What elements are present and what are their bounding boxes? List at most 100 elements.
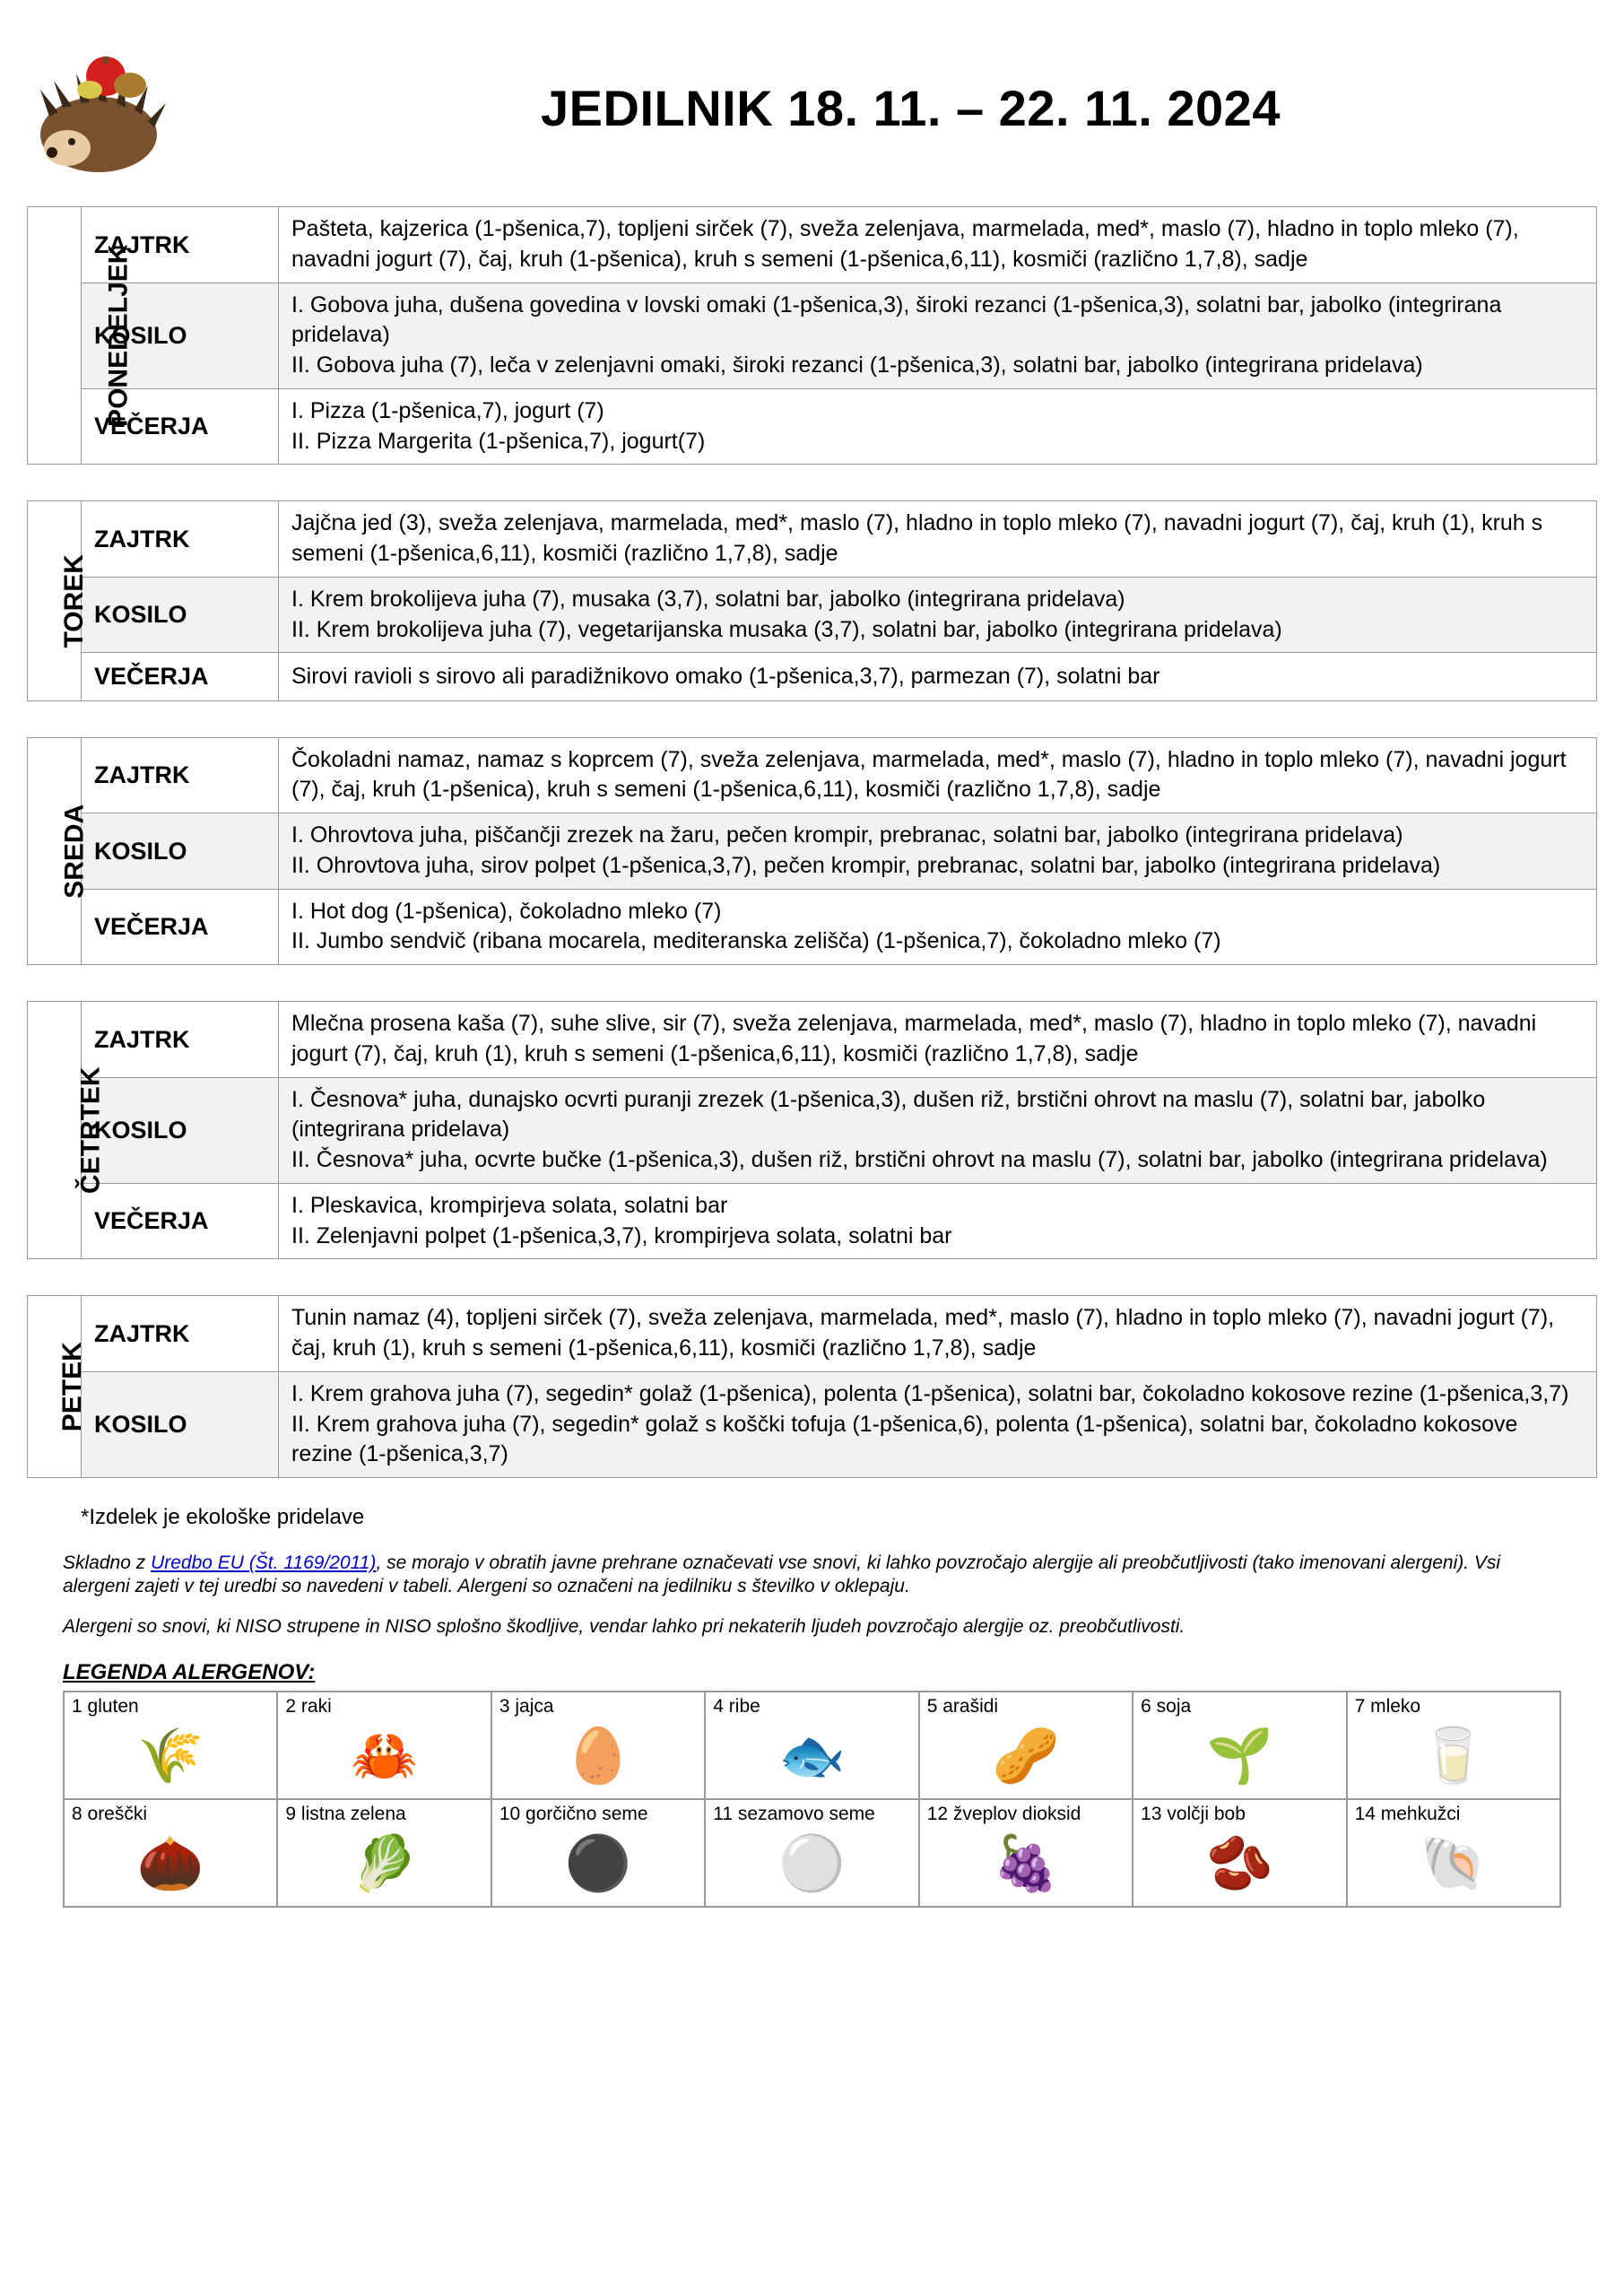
allergen-cell: 2 raki 🦀 (277, 1692, 491, 1799)
allergen-label: 3 jajca (499, 1696, 697, 1718)
page: JEDILNIK 18. 11. – 22. 11. 2024 PONEDELJ… (27, 36, 1597, 1908)
day-table: ČETRTEKZAJTRKMlečna prosena kaša (7), su… (27, 1001, 1597, 1259)
meal-content: Pašteta, kajzerica (1-pšenica,7), toplje… (279, 207, 1597, 283)
allergen-cell: 8 oreščki🌰 (64, 1799, 277, 1907)
meal-content: Čokoladni namaz, namaz s koprcem (7), sv… (279, 737, 1597, 813)
day-name: SREDA (56, 804, 93, 898)
allergen-icon: 🥜 (927, 1721, 1125, 1791)
meal-content: I. Ohrovtova juha, piščančji zrezek na ž… (279, 813, 1597, 890)
disclaimer-1-pre: Skladno z (63, 1552, 151, 1573)
allergen-cell: 7 mleko 🥛 (1347, 1692, 1560, 1799)
meal-label: ZAJTRK (82, 501, 279, 578)
allergen-icon: 🌱 (1141, 1721, 1338, 1791)
meal-label: ZAJTRK (82, 1296, 279, 1372)
allergen-cell: 3 jajca 🥚 (491, 1692, 705, 1799)
eco-footnote: *Izdelek je ekološke pridelave (27, 1505, 1597, 1530)
meal-row: KOSILOI. Česnova* juha, dunajsko ocvrti … (28, 1077, 1597, 1183)
allergen-legend: 1 gluten🌾2 raki🦀3 jajca🥚4 ribe🐟5 arašidi… (63, 1691, 1561, 1908)
meal-row: PETEKZAJTRKTunin namaz (4), topljeni sir… (28, 1296, 1597, 1372)
meal-row: VEČERJAI. Pizza (1-pšenica,7), jogurt (7… (28, 388, 1597, 465)
meal-row: SREDAZAJTRKČokoladni namaz, namaz s kopr… (28, 737, 1597, 813)
meal-label: KOSILO (82, 813, 279, 890)
meal-label: ZAJTRK (82, 737, 279, 813)
allergen-icon: ⚫ (499, 1829, 697, 1899)
meal-row: VEČERJAI. Hot dog (1-pšenica), čokoladno… (28, 889, 1597, 965)
meal-row: KOSILOI. Ohrovtova juha, piščančji zreze… (28, 813, 1597, 890)
allergen-cell: 9 listna zelena 🥬 (277, 1799, 491, 1907)
allergen-label: 5 arašidi (927, 1696, 1125, 1718)
day-name-cell: PETEK (28, 1296, 82, 1478)
allergen-icon: 🦀 (285, 1721, 482, 1791)
meal-content: I. Gobova juha, dušena govedina v lovski… (279, 283, 1597, 388)
meal-label: KOSILO (82, 1077, 279, 1183)
meal-row: ČETRTEKZAJTRKMlečna prosena kaša (7), su… (28, 1002, 1597, 1078)
meal-label: VEČERJA (82, 1183, 279, 1259)
meal-label: ZAJTRK (82, 1002, 279, 1078)
meal-content: I. Pizza (1-pšenica,7), jogurt (7)II. Pi… (279, 388, 1597, 465)
day-name: PONEDELJEK (100, 244, 137, 426)
meal-row: KOSILOI. Krem brokolijeva juha (7), musa… (28, 577, 1597, 653)
meal-label: KOSILO (82, 577, 279, 653)
days-container: PONEDELJEKZAJTRKPašteta, kajzerica (1-pš… (27, 206, 1597, 1478)
allergen-icon: 🍇 (927, 1829, 1125, 1899)
meal-row: PONEDELJEKZAJTRKPašteta, kajzerica (1-pš… (28, 207, 1597, 283)
day-table: PONEDELJEKZAJTRKPašteta, kajzerica (1-pš… (27, 206, 1597, 465)
allergen-cell: 12 žveplov dioksid 🍇 (919, 1799, 1133, 1907)
day-name: TOREK (56, 554, 93, 648)
meal-label: VEČERJA (82, 889, 279, 965)
allergen-icon: 🐟 (713, 1721, 910, 1791)
meal-content: I. Krem brokolijeva juha (7), musaka (3,… (279, 577, 1597, 653)
meal-content: I. Krem grahova juha (7), segedin* golaž… (279, 1371, 1597, 1477)
allergen-cell: 5 arašidi 🥜 (919, 1692, 1133, 1799)
allergen-cell: 13 volčji bob 🫘 (1133, 1799, 1346, 1907)
allergen-icon: 🥬 (285, 1829, 482, 1899)
meal-row: VEČERJASirovi ravioli s sirovo ali parad… (28, 653, 1597, 700)
allergen-label: 7 mleko (1355, 1696, 1552, 1718)
allergen-icon: 🫘 (1141, 1829, 1338, 1899)
allergen-label: 11 sezamovo seme (713, 1804, 910, 1825)
allergen-icon: 🥚 (499, 1721, 697, 1791)
meal-content: Jajčna jed (3), sveža zelenjava, marmela… (279, 501, 1597, 578)
day-name-cell: PONEDELJEK (28, 207, 82, 465)
legend-title: LEGENDA ALERGENOV: (63, 1660, 1597, 1685)
allergen-cell: 6 soja🌱 (1133, 1692, 1346, 1799)
allergen-cell: 14 mehkužci 🐚 (1347, 1799, 1560, 1907)
meal-label: KOSILO (82, 1371, 279, 1477)
allergen-cell: 1 gluten 🌾 (64, 1692, 277, 1799)
day-name: PETEK (55, 1342, 91, 1431)
day-name-cell: SREDA (28, 737, 82, 965)
allergen-label: 13 volčji bob (1141, 1804, 1338, 1825)
meal-row: KOSILOI. Gobova juha, dušena govedina v … (28, 283, 1597, 388)
allergen-icon: 🐚 (1355, 1829, 1552, 1899)
meal-row: VEČERJAI. Pleskavica, krompirjeva solata… (28, 1183, 1597, 1259)
allergen-label: 12 žveplov dioksid (927, 1804, 1125, 1825)
day-table: TOREKZAJTRKJajčna jed (3), sveža zelenja… (27, 500, 1597, 700)
eu-regulation-link[interactable]: Uredbo EU (Št. 1169/2011) (151, 1552, 376, 1573)
disclaimer-1: Skladno z Uredbo EU (Št. 1169/2011), se … (63, 1552, 1561, 1599)
allergen-label: 9 listna zelena (285, 1804, 482, 1825)
allergen-label: 4 ribe (713, 1696, 910, 1718)
meal-content: I. Hot dog (1-pšenica), čokoladno mleko … (279, 889, 1597, 965)
allergen-label: 2 raki (285, 1696, 482, 1718)
day-name: ČETRTEK (74, 1066, 110, 1194)
allergen-icon: 🌰 (72, 1829, 269, 1899)
allergen-label: 14 mehkužci (1355, 1804, 1552, 1825)
allergen-icon: 🌾 (72, 1721, 269, 1791)
disclaimer-2: Alergeni so snovi, ki NISO strupene in N… (63, 1615, 1561, 1639)
day-name-cell: ČETRTEK (28, 1002, 82, 1259)
day-name-cell: TOREK (28, 501, 82, 700)
meal-content: Sirovi ravioli s sirovo ali paradižnikov… (279, 653, 1597, 700)
meal-content: I. Česnova* juha, dunajsko ocvrti puranj… (279, 1077, 1597, 1183)
meal-row: TOREKZAJTRKJajčna jed (3), sveža zelenja… (28, 501, 1597, 578)
meal-row: KOSILOI. Krem grahova juha (7), segedin*… (28, 1371, 1597, 1477)
meal-label: VEČERJA (82, 653, 279, 700)
allergen-cell: 11 sezamovo seme⚪ (705, 1799, 918, 1907)
meal-content: Tunin namaz (4), topljeni sirček (7), sv… (279, 1296, 1597, 1372)
day-table: SREDAZAJTRKČokoladni namaz, namaz s kopr… (27, 737, 1597, 966)
day-table: PETEKZAJTRKTunin namaz (4), topljeni sir… (27, 1295, 1597, 1478)
allergen-label: 1 gluten (72, 1696, 269, 1718)
allergen-icon: 🥛 (1355, 1721, 1552, 1791)
allergen-cell: 10 gorčično seme⚫ (491, 1799, 705, 1907)
header: JEDILNIK 18. 11. – 22. 11. 2024 (27, 36, 1597, 179)
meal-content: I. Pleskavica, krompirjeva solata, solat… (279, 1183, 1597, 1259)
